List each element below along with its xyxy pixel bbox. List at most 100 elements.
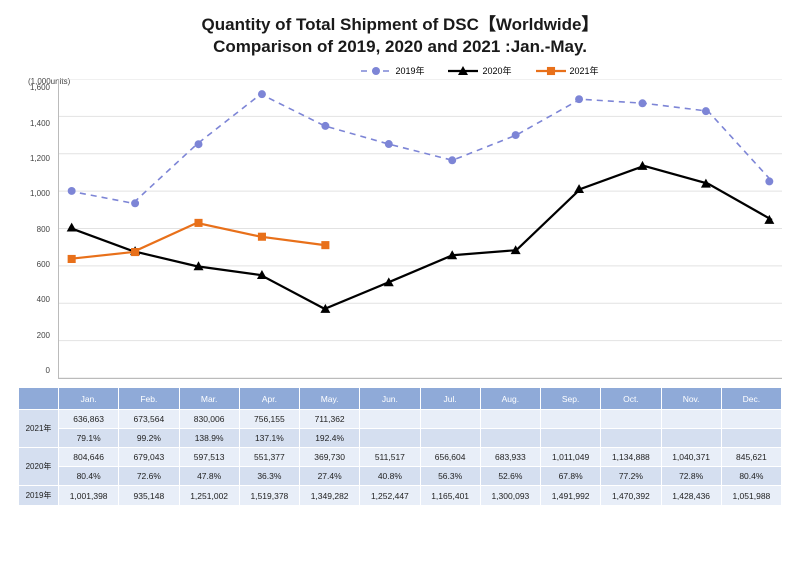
table-cell	[480, 429, 540, 448]
legend-label: 2019年	[395, 64, 424, 77]
table-cell: 551,377	[239, 448, 299, 467]
month-header: Apr.	[239, 388, 299, 410]
table-cell	[601, 429, 661, 448]
table-cell: 1,251,002	[179, 486, 239, 506]
table-cell	[541, 410, 601, 429]
month-header: Nov.	[661, 388, 721, 410]
table-cell: 830,006	[179, 410, 239, 429]
table-cell: 683,933	[480, 448, 540, 467]
table-cell: 79.1%	[59, 429, 119, 448]
table-cell: 47.8%	[179, 467, 239, 486]
table-row: 2021年636,863673,564830,006756,155711,362	[19, 410, 782, 429]
table-cell: 99.2%	[119, 429, 179, 448]
table-cell	[480, 410, 540, 429]
table-cell	[661, 429, 721, 448]
table-cell: 138.9%	[179, 429, 239, 448]
table-cell: 52.6%	[480, 467, 540, 486]
chart-title: Quantity of Total Shipment of DSC【Worldw…	[18, 14, 782, 58]
marker-layer	[59, 79, 782, 378]
table-cell: 80.4%	[721, 467, 781, 486]
y-tick-label: 1,000	[30, 189, 50, 198]
month-header: Sep.	[541, 388, 601, 410]
table-cell	[721, 410, 781, 429]
chart-area: (1,000units) 1,6001,4001,2001,0008006004…	[18, 79, 782, 379]
table-cell: 1,134,888	[601, 448, 661, 467]
month-header: Aug.	[480, 388, 540, 410]
legend-item: 2021年	[536, 64, 599, 77]
plot-area	[58, 79, 782, 379]
table-row: 80.4%72.6%47.8%36.3%27.4%40.8%56.3%52.6%…	[19, 467, 782, 486]
data-table: Jan.Feb.Mar.Apr.May.Jun.Jul.Aug.Sep.Oct.…	[18, 387, 782, 506]
table-cell: 1,491,992	[541, 486, 601, 506]
title-line-2: Comparison of 2019, 2020 and 2021 :Jan.-…	[18, 36, 782, 58]
table-cell: 80.4%	[59, 467, 119, 486]
table-cell: 673,564	[119, 410, 179, 429]
table-corner	[19, 388, 59, 410]
table-cell	[420, 410, 480, 429]
legend: 2019年 2020年 2021年	[18, 64, 782, 77]
month-header: Oct.	[601, 388, 661, 410]
table-cell: 72.6%	[119, 467, 179, 486]
table-cell: 77.2%	[601, 467, 661, 486]
table-cell	[661, 410, 721, 429]
month-header: Feb.	[119, 388, 179, 410]
table-cell: 192.4%	[300, 429, 360, 448]
table-cell	[541, 429, 601, 448]
table-cell: 656,604	[420, 448, 480, 467]
table-cell: 72.8%	[661, 467, 721, 486]
table-cell: 1,252,447	[360, 486, 420, 506]
table-cell: 804,646	[59, 448, 119, 467]
data-table-wrap: Jan.Feb.Mar.Apr.May.Jun.Jul.Aug.Sep.Oct.…	[18, 387, 782, 506]
table-cell	[721, 429, 781, 448]
month-header: Jan.	[59, 388, 119, 410]
table-cell: 935,148	[119, 486, 179, 506]
legend-label: 2020年	[482, 64, 511, 77]
table-cell: 1,519,378	[239, 486, 299, 506]
y-axis-ticks: 1,6001,4001,2001,0008006004002000	[18, 79, 54, 379]
y-tick-label: 800	[37, 225, 50, 234]
month-header: Dec.	[721, 388, 781, 410]
legend-item: 2020年	[448, 64, 511, 77]
y-tick-label: 1,400	[30, 119, 50, 128]
table-cell: 40.8%	[360, 467, 420, 486]
table-cell: 369,730	[300, 448, 360, 467]
table-cell	[360, 429, 420, 448]
table-row: 79.1%99.2%138.9%137.1%192.4%	[19, 429, 782, 448]
row-header: 2021年	[19, 410, 59, 448]
table-cell: 679,043	[119, 448, 179, 467]
table-cell	[601, 410, 661, 429]
table-cell: 1,001,398	[59, 486, 119, 506]
table-cell: 756,155	[239, 410, 299, 429]
table-cell: 1,300,093	[480, 486, 540, 506]
table-cell: 711,362	[300, 410, 360, 429]
table-row: 2019年1,001,398935,1481,251,0021,519,3781…	[19, 486, 782, 506]
title-line-1: Quantity of Total Shipment of DSC【Worldw…	[18, 14, 782, 36]
table-cell: 1,470,392	[601, 486, 661, 506]
legend-label: 2021年	[570, 64, 599, 77]
table-cell	[360, 410, 420, 429]
table-cell: 636,863	[59, 410, 119, 429]
table-cell: 36.3%	[239, 467, 299, 486]
table-row: 2020年804,646679,043597,513551,377369,730…	[19, 448, 782, 467]
table-cell	[420, 429, 480, 448]
month-header: Mar.	[179, 388, 239, 410]
month-header: May.	[300, 388, 360, 410]
row-header: 2020年	[19, 448, 59, 486]
y-tick-label: 400	[37, 295, 50, 304]
table-cell: 597,513	[179, 448, 239, 467]
table-cell: 27.4%	[300, 467, 360, 486]
table-cell: 56.3%	[420, 467, 480, 486]
chart-container: Quantity of Total Shipment of DSC【Worldw…	[0, 0, 800, 588]
table-cell: 1,165,401	[420, 486, 480, 506]
y-tick-label: 600	[37, 260, 50, 269]
table-cell: 1,051,988	[721, 486, 781, 506]
y-tick-label: 0	[46, 366, 50, 375]
y-tick-label: 200	[37, 331, 50, 340]
table-cell: 1,349,282	[300, 486, 360, 506]
month-header: Jul.	[420, 388, 480, 410]
row-header: 2019年	[19, 486, 59, 506]
table-cell: 1,040,371	[661, 448, 721, 467]
month-header: Jun.	[360, 388, 420, 410]
table-cell: 1,428,436	[661, 486, 721, 506]
legend-item: 2019年	[361, 64, 424, 77]
